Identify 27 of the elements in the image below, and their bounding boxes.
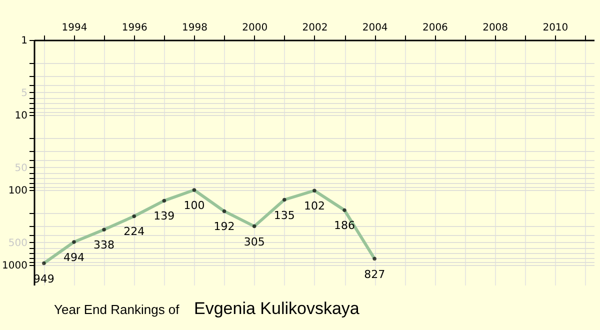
y-tick-label: 1000	[2, 260, 28, 272]
line-series	[42, 188, 376, 266]
x-tick-label: 1996	[122, 22, 148, 34]
data-label: 135	[274, 208, 295, 222]
data-label: 100	[184, 198, 205, 212]
x-tick-label: 2006	[422, 22, 448, 34]
data-label: 102	[304, 200, 325, 213]
text: Year End Rankings of	[54, 302, 180, 317]
data-label: 305	[244, 235, 265, 248]
data-label: 827	[364, 268, 386, 281]
x-tick-label: 2008	[482, 22, 508, 34]
data-label: 224	[124, 225, 145, 238]
x-tick-label: 2004	[362, 22, 388, 34]
text: Evgenia Kulikovskaya	[194, 299, 360, 318]
x-tick-label: 2010	[542, 22, 568, 34]
x-tick-label: 2000	[242, 22, 268, 34]
data-label: 186	[334, 219, 356, 232]
y-tick-label: 100	[8, 185, 28, 196]
data-label: 139	[154, 210, 175, 223]
y-tick-label: 10	[14, 110, 28, 122]
x-tick-label: 1998	[182, 22, 208, 34]
data-label: 338	[94, 238, 115, 252]
data-label: 494	[63, 251, 84, 264]
data-label: 192	[214, 220, 235, 234]
x-tick-label: 1994	[62, 22, 88, 34]
y-tick-label: 1	[21, 36, 28, 46]
x-tick-label: 2002	[302, 22, 328, 34]
